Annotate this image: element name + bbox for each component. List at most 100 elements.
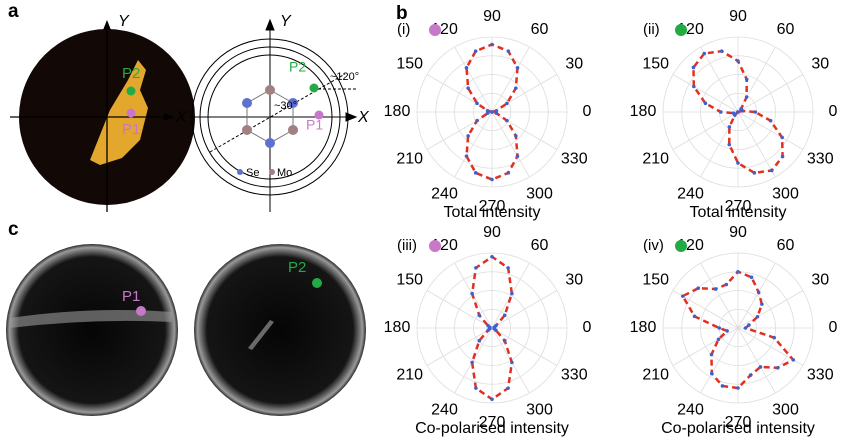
data-point [714, 287, 718, 291]
grid-spoke [673, 75, 738, 113]
data-point [510, 361, 514, 365]
axis-label: Y [118, 13, 130, 30]
theta-tick-label: 240 [677, 401, 704, 418]
x-axis-label: Co-polarised intensity [415, 420, 569, 437]
data-point [772, 336, 776, 340]
x-axis-label: Total intensity [444, 204, 541, 221]
data-point [710, 372, 714, 376]
data-point [736, 386, 740, 390]
data-point [721, 384, 725, 388]
data-point [720, 49, 724, 53]
grid-spoke [427, 291, 492, 329]
theta-tick-label: 30 [811, 56, 829, 73]
theta-tick-label: 330 [561, 151, 588, 168]
panel-marker [429, 240, 441, 252]
data-point [747, 323, 751, 327]
grid-spoke [738, 112, 803, 150]
x-axis-label: Total intensity [690, 204, 787, 221]
species-label: Mo [277, 167, 292, 179]
x-axis-label: Co-polarised intensity [661, 420, 815, 437]
data-point [514, 86, 518, 90]
theta-tick-label: 60 [777, 21, 795, 38]
data-point [474, 386, 478, 390]
panel-label: a [8, 1, 19, 22]
data-point [465, 154, 469, 158]
theta-tick-label: 210 [642, 151, 669, 168]
data-point [736, 110, 740, 114]
data-point [736, 59, 740, 63]
angle-label: ~30° [274, 100, 297, 112]
theta-tick-label: 150 [642, 56, 669, 73]
theta-tick-label: 0 [583, 103, 592, 120]
data-point [780, 136, 784, 140]
angle-label: ~120° [330, 71, 359, 83]
data-point [725, 283, 729, 287]
data-point [756, 315, 760, 319]
grid-spoke [673, 328, 738, 366]
point-label: P1 [122, 121, 140, 138]
data-point [791, 358, 795, 362]
grid-spoke [492, 328, 557, 366]
theta-tick-label: 90 [729, 224, 747, 241]
data-point [727, 143, 731, 147]
theta-tick-label: 30 [565, 56, 583, 73]
grid-spoke [427, 328, 492, 366]
data-point [681, 294, 685, 298]
data-point [753, 110, 757, 114]
data-point [486, 111, 490, 115]
data-point [770, 169, 774, 173]
point-label: P1 [306, 117, 323, 133]
panel-tag: (iii) [397, 237, 417, 254]
theta-tick-label: 180 [630, 103, 657, 120]
grid-spoke [492, 263, 530, 328]
data-point [757, 290, 761, 294]
data-point [710, 353, 714, 357]
point-label: P2 [289, 59, 306, 75]
data-point [505, 119, 509, 123]
panel-marker [675, 240, 687, 252]
data-point [505, 102, 509, 106]
grid-spoke [492, 47, 530, 112]
data-point [728, 125, 732, 129]
data-point [717, 337, 721, 341]
grid-spoke [455, 328, 493, 393]
panel-a-image [10, 20, 195, 212]
theta-tick-label: 0 [829, 103, 838, 120]
data-point [736, 270, 740, 274]
panel-tag: (iv) [643, 237, 664, 254]
data-point [750, 275, 754, 279]
theta-tick-label: 330 [807, 151, 834, 168]
panel-tag: (ii) [643, 21, 660, 38]
grid-spoke [738, 47, 776, 112]
data-point [506, 386, 510, 390]
data-point [475, 102, 479, 106]
data-point [470, 292, 474, 296]
lattice-diagram [190, 20, 358, 212]
data-point [759, 365, 763, 369]
theta-tick-label: 240 [431, 401, 458, 418]
theta-tick-label: 30 [565, 272, 583, 289]
data-point [702, 52, 706, 56]
data-point [693, 315, 697, 319]
point-label: P1 [122, 288, 140, 305]
data-point [465, 66, 469, 70]
theta-tick-label: 150 [642, 272, 669, 289]
panel-label: c [8, 219, 19, 240]
theta-tick-label: 150 [396, 56, 423, 73]
theta-tick-label: 300 [526, 401, 553, 418]
theta-tick-label: 210 [396, 151, 423, 168]
data-point [490, 178, 494, 182]
data-point [490, 43, 494, 47]
theta-tick-label: 240 [677, 185, 704, 202]
theta-tick-label: 180 [630, 319, 657, 336]
data-point [475, 119, 479, 123]
point-label: P2 [288, 259, 306, 276]
data-point [516, 66, 520, 70]
theta-tick-label: 0 [583, 319, 592, 336]
data-point [733, 113, 737, 117]
theta-tick-label: 90 [729, 8, 747, 25]
theta-tick-label: 210 [396, 367, 423, 384]
theta-tick-label: 300 [526, 185, 553, 202]
theta-tick-label: 60 [777, 237, 795, 254]
data-point [466, 134, 470, 138]
